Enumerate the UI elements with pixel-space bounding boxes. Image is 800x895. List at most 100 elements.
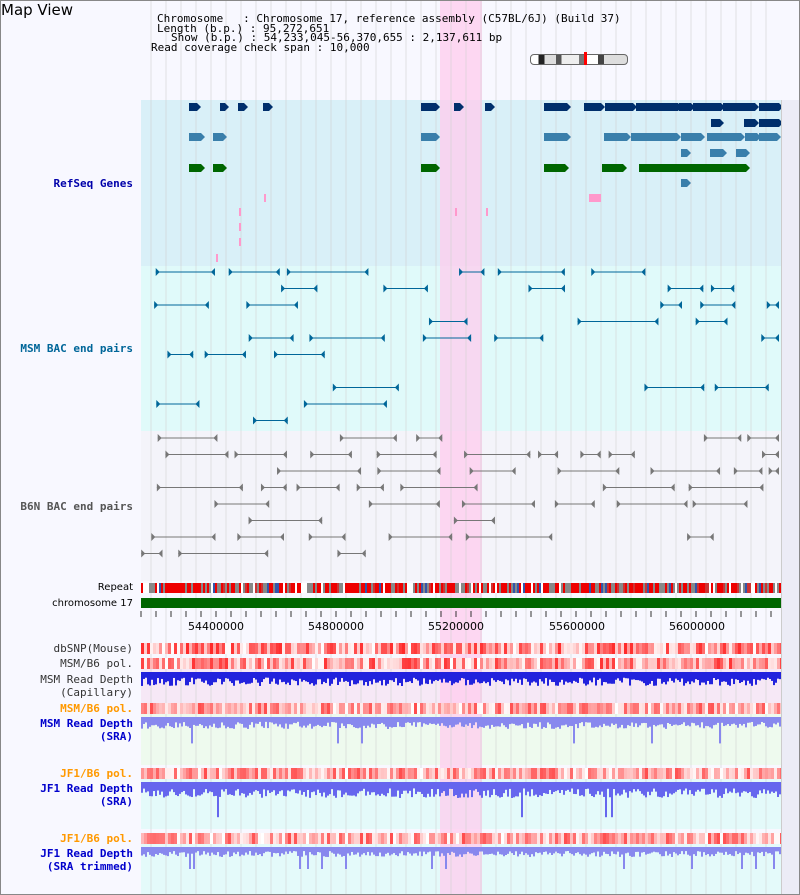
- repeat-bar: [435, 583, 437, 593]
- gene-feature: [238, 103, 244, 111]
- jf1-trim-depth-bar: [663, 847, 665, 857]
- jf1-sra-depth-bar: [493, 782, 495, 790]
- msm-pol2-heat-cell: [429, 703, 432, 714]
- msm-pol-heat-cell: [177, 658, 180, 669]
- msm-capillary-depth-bar: [191, 672, 193, 678]
- dbsnp-label: dbSNP(Mouse): [53, 642, 133, 655]
- msm-sra-depth-bar: [689, 717, 691, 727]
- b6n-bac-pair-end: [670, 483, 675, 492]
- msm-sra-depth-bar: [407, 717, 409, 723]
- refseq-genes-label[interactable]: RefSeq Genes: [53, 177, 133, 190]
- jf1-pol-heat-cell: [720, 768, 723, 779]
- jf1-trim-depth-bar: [637, 847, 639, 852]
- msm-sra-depth-bar: [391, 717, 393, 728]
- msm-sra-depth-bar: [661, 717, 663, 725]
- jf1-trim-depth-bar: [479, 847, 481, 852]
- repeat-bar: [189, 583, 191, 593]
- jf1-pol2-heat-cell: [657, 833, 660, 844]
- jf1-sra-depth-bar: [189, 782, 191, 797]
- msm-capillary-depth-bar: [673, 672, 675, 683]
- dbsnp-heat-cell: [405, 643, 408, 654]
- repeat-bar: [521, 583, 523, 593]
- jf1-trim-depth-bar: [529, 847, 531, 857]
- msm-sra-depth-bar: [331, 717, 333, 723]
- jf1-pol-heat-cell: [726, 768, 729, 779]
- repeat-bar: [571, 583, 573, 593]
- jf1-pol-heat-cell: [240, 768, 243, 779]
- repeat-bar: [545, 583, 547, 593]
- dbsnp-heat-cell: [753, 643, 756, 654]
- jf1-trim-depth-bar: [339, 847, 341, 855]
- jf1-trim-depth-bar: [395, 847, 397, 856]
- repeat-bar: [357, 583, 359, 593]
- jf1-trim-depth-bar: [483, 847, 485, 855]
- msm-capillary-depth-bar: [775, 672, 777, 683]
- repeat-bar: [761, 583, 763, 593]
- right-scroll-strip[interactable]: [781, 100, 799, 894]
- msm-sra-depth-bar: [313, 717, 315, 727]
- dbsnp-heat-cell: [333, 643, 336, 654]
- msm-bac-pair-end: [714, 383, 719, 392]
- msm-sra-depth-bar: [741, 717, 743, 726]
- jf1-pol2-heat-cell: [306, 833, 309, 844]
- msm-sra-depth-bar: [337, 717, 339, 744]
- msm-sra-depth-bar: [593, 717, 595, 728]
- gene-arrow: [565, 164, 569, 172]
- msm-sra-depth-bar: [511, 717, 513, 724]
- dbsnp-heat-cell: [663, 643, 666, 654]
- msm-pol-heat-cell: [168, 658, 171, 669]
- msm-pol-heat-cell: [195, 658, 198, 669]
- jf1-sra-depth-bar: [177, 782, 179, 797]
- msm-capillary-depth-bar: [639, 672, 641, 681]
- jf1-sra-depth-bar: [515, 782, 517, 797]
- msm-pol-heat-cell: [546, 658, 549, 669]
- msm-sra-depth-bar: [237, 717, 239, 723]
- msm-capillary-depth-bar: [263, 672, 265, 680]
- msm-capillary-depth-bar: [333, 672, 335, 680]
- b6n-bac-pair-end: [234, 450, 239, 459]
- jf1-sra-depth-bar: [761, 782, 763, 794]
- jf1-sra-depth-bar: [705, 782, 707, 795]
- jf1-sra-depth-bar: [495, 782, 497, 796]
- jf1-trim-depth-bar: [257, 847, 259, 856]
- dbsnp-heat-cell: [549, 643, 552, 654]
- repeat-bar: [665, 583, 667, 593]
- jf1-pol2-heat-cell: [504, 833, 507, 844]
- msm-sra-depth-bar: [377, 717, 379, 725]
- msm-pol2-heat-cell: [540, 703, 543, 714]
- ideogram-position-marker[interactable]: [584, 52, 587, 65]
- jf1-sra-depth-bar: [203, 782, 205, 793]
- msm-pol-heat-cell: [693, 658, 696, 669]
- jf1-pol2-heat-cell: [444, 833, 447, 844]
- chromosome-ideogram[interactable]: [530, 54, 628, 65]
- msm-bac-label[interactable]: MSM BAC end pairs: [20, 342, 133, 355]
- msm-pol2-heat-cell: [687, 703, 690, 714]
- msm-pol2-heat-cell: [600, 703, 603, 714]
- dbsnp-heat-cell: [570, 643, 573, 654]
- msm-capillary-depth-bar: [713, 672, 715, 679]
- jf1-sra-depth-bar: [715, 782, 717, 790]
- jf1-sra-depth-bar: [635, 782, 637, 792]
- repeat-bar: [301, 583, 303, 593]
- gene-arrow: [755, 119, 759, 127]
- b6n-bac-pair-end: [356, 467, 361, 475]
- b6n-bac-label[interactable]: B6N BAC end pairs: [20, 500, 133, 513]
- jf1-pol2-heat-cell: [459, 833, 462, 844]
- msm-sra-depth-bar: [423, 717, 425, 724]
- jf1-sra-depth-bar: [533, 782, 535, 796]
- jf1-pol2-heat-cell: [417, 833, 420, 844]
- msm-sra-depth-bar: [415, 717, 417, 727]
- msm-capillary-depth-bar: [257, 672, 259, 683]
- msm-pol-heat-cell: [465, 658, 468, 669]
- msm-sra-depth-bar: [395, 717, 397, 728]
- jf1-pol-heat-cell: [651, 768, 654, 779]
- msm-pol2-heat-cell: [663, 703, 666, 714]
- msm-capillary-depth-bar: [177, 672, 179, 681]
- jf1-sra-depth-bar: [467, 782, 469, 798]
- repeat-bar: [463, 583, 465, 593]
- jf1-sra-depth-bar: [265, 782, 267, 797]
- msm-sra-depth-bar: [617, 717, 619, 729]
- msm-pol2-heat-cell: [564, 703, 567, 714]
- jf1-pol2-heat-cell: [159, 833, 162, 844]
